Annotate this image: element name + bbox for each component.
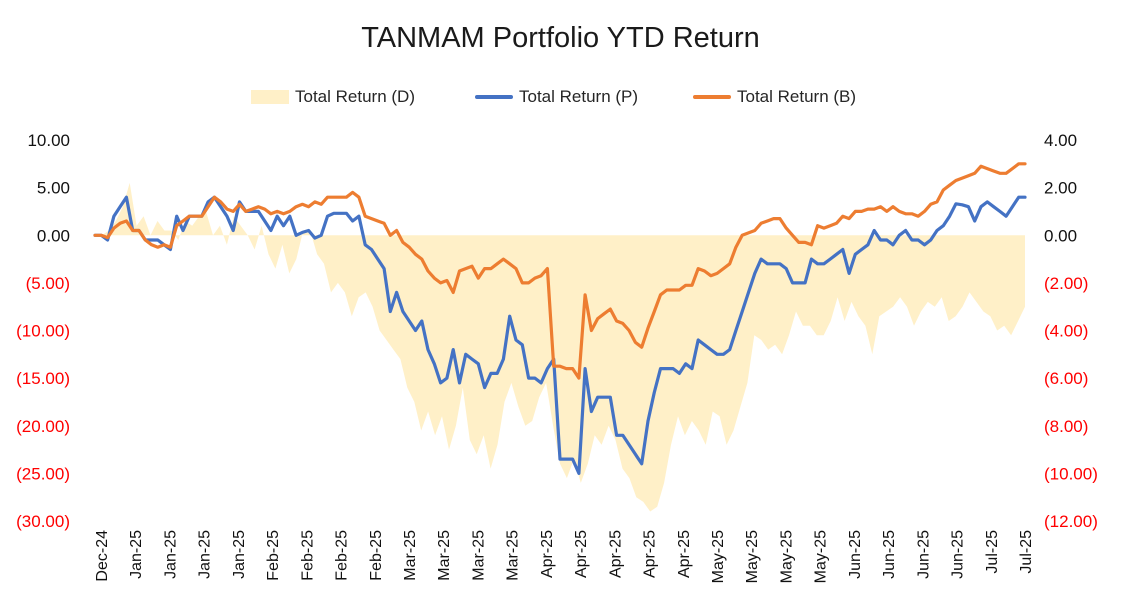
series-area-total-return-d xyxy=(95,182,1025,512)
x-tick-label: Mar-25 xyxy=(436,530,453,581)
y-left-tick-label: (30.00) xyxy=(16,512,70,531)
y-right-tick-label: (12.00) xyxy=(1044,512,1098,531)
x-tick-label: Apr-25 xyxy=(642,530,659,578)
x-tick-label: Jun-25 xyxy=(950,530,967,579)
series-line-total-return-b xyxy=(93,162,1027,380)
x-tick-label: Jan-25 xyxy=(128,530,145,579)
y-left-tick-label: (5.00) xyxy=(26,274,70,293)
legend-swatch-p xyxy=(475,95,513,99)
y-right-tick-label: 4.00 xyxy=(1044,131,1077,150)
chart-title: TANMAM Portfolio YTD Return xyxy=(361,22,760,54)
legend-item-d: Total Return (D) xyxy=(251,87,415,107)
x-tick-label: Jan-25 xyxy=(162,530,179,579)
x-tick-label: Jan-25 xyxy=(197,530,214,579)
y-right-tick-label: (4.00) xyxy=(1044,322,1088,341)
x-tick-label: Mar-25 xyxy=(402,530,419,581)
legend-swatch-b xyxy=(693,95,731,99)
x-tick-label: May-25 xyxy=(710,530,727,583)
chart-legend: Total Return (D) Total Return (P) Total … xyxy=(0,87,1121,111)
y-left-tick-label: (25.00) xyxy=(16,464,70,483)
x-tick-label: Mar-25 xyxy=(470,530,487,581)
x-tick-label: Feb-25 xyxy=(299,530,316,581)
y-left-tick-label: 0.00 xyxy=(37,226,70,245)
x-tick-label: Feb-25 xyxy=(368,530,385,581)
y-right-tick-label: (6.00) xyxy=(1044,369,1088,388)
y-right-tick-label: 0.00 xyxy=(1044,226,1077,245)
legend-label-p: Total Return (P) xyxy=(519,87,639,106)
legend-item-b: Total Return (B) xyxy=(693,87,856,107)
x-tick-label: Apr-25 xyxy=(573,530,590,578)
y-right-tick-label: (8.00) xyxy=(1044,417,1088,436)
y-left-tick-label: (10.00) xyxy=(16,322,70,341)
y-left-tick-label: 10.00 xyxy=(27,131,70,150)
legend-item-p: Total Return (P) xyxy=(475,87,638,107)
y-right-tick-label: 2.00 xyxy=(1044,179,1077,198)
x-tick-label: Feb-25 xyxy=(265,530,282,581)
y-left-tick-label: 5.00 xyxy=(37,179,70,198)
x-tick-label: Dec-24 xyxy=(94,530,111,582)
legend-swatch-d xyxy=(251,90,289,104)
y-left-tick-label: (20.00) xyxy=(16,417,70,436)
x-tick-label: Apr-25 xyxy=(676,530,693,578)
x-tick-label: May-25 xyxy=(744,530,761,583)
x-tick-label: Jul-25 xyxy=(984,530,1001,574)
y-right-tick-label: (10.00) xyxy=(1044,464,1098,483)
x-tick-label: May-25 xyxy=(813,530,830,583)
x-tick-label: Apr-25 xyxy=(539,530,556,578)
x-tick-label: Jan-25 xyxy=(231,530,248,579)
x-tick-label: Jun-25 xyxy=(881,530,898,579)
legend-label-b: Total Return (B) xyxy=(737,87,857,106)
x-tick-label: Jun-25 xyxy=(847,530,864,579)
y-right-tick-label: (2.00) xyxy=(1044,274,1088,293)
legend-label-d: Total Return (D) xyxy=(295,87,415,106)
x-tick-label: Apr-25 xyxy=(607,530,624,578)
y-left-tick-label: (15.00) xyxy=(16,369,70,388)
x-tick-label: Feb-25 xyxy=(334,530,351,581)
x-tick-label: Jun-25 xyxy=(915,530,932,579)
x-tick-label: May-25 xyxy=(778,530,795,583)
x-tick-label: Mar-25 xyxy=(505,530,522,581)
x-tick-label: Jul-25 xyxy=(1018,530,1035,574)
